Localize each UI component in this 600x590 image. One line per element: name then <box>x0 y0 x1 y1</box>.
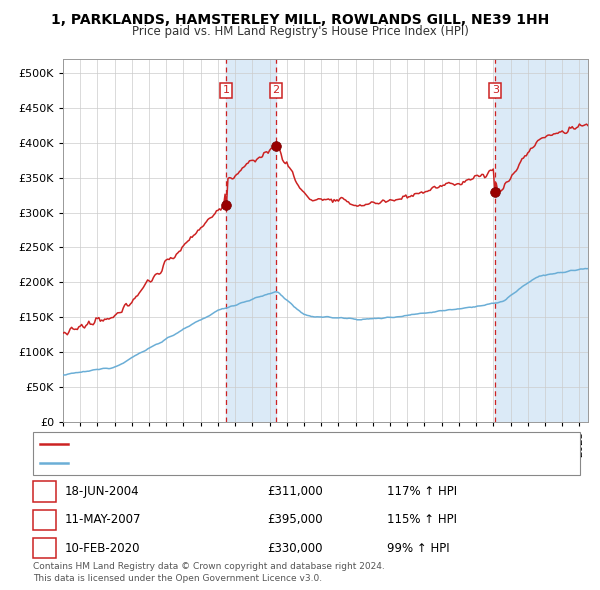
Text: 1: 1 <box>223 86 229 96</box>
Text: 3: 3 <box>492 86 499 96</box>
Text: 10-FEB-2020: 10-FEB-2020 <box>64 542 140 555</box>
Text: Contains HM Land Registry data © Crown copyright and database right 2024.: Contains HM Land Registry data © Crown c… <box>33 562 385 571</box>
Text: £311,000: £311,000 <box>267 485 323 498</box>
Text: £395,000: £395,000 <box>267 513 323 526</box>
Text: 1: 1 <box>41 485 48 498</box>
Text: 2: 2 <box>41 513 48 526</box>
Text: This data is licensed under the Open Government Licence v3.0.: This data is licensed under the Open Gov… <box>33 574 322 583</box>
Text: 11-MAY-2007: 11-MAY-2007 <box>64 513 140 526</box>
Text: HPI: Average price, detached house, County Durham: HPI: Average price, detached house, Coun… <box>73 458 348 468</box>
Text: 2: 2 <box>272 86 280 96</box>
Text: 1, PARKLANDS, HAMSTERLEY MILL, ROWLANDS GILL, NE39 1HH: 1, PARKLANDS, HAMSTERLEY MILL, ROWLANDS … <box>51 13 549 27</box>
Bar <box>226 59 276 422</box>
Text: 117% ↑ HPI: 117% ↑ HPI <box>387 485 457 498</box>
Text: 115% ↑ HPI: 115% ↑ HPI <box>387 513 457 526</box>
Bar <box>495 59 588 422</box>
Text: Price paid vs. HM Land Registry's House Price Index (HPI): Price paid vs. HM Land Registry's House … <box>131 25 469 38</box>
Text: 1, PARKLANDS, HAMSTERLEY MILL, ROWLANDS GILL, NE39 1HH (detached house): 1, PARKLANDS, HAMSTERLEY MILL, ROWLANDS … <box>73 439 498 449</box>
Text: 3: 3 <box>41 542 48 555</box>
Text: £330,000: £330,000 <box>267 542 323 555</box>
Text: 99% ↑ HPI: 99% ↑ HPI <box>387 542 449 555</box>
Text: 18-JUN-2004: 18-JUN-2004 <box>64 485 139 498</box>
